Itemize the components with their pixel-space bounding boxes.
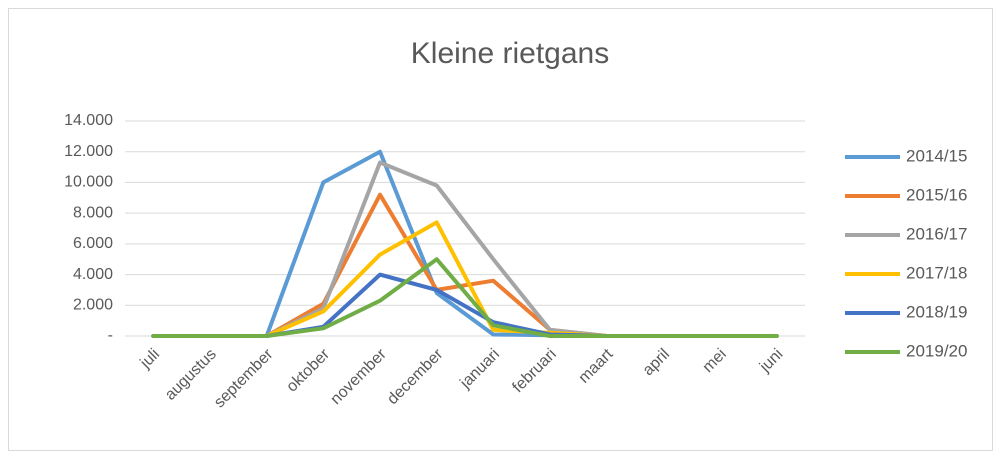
series-line xyxy=(151,257,779,338)
y-tick-label: 6.000 xyxy=(73,235,113,252)
legend-label: 2016/17 xyxy=(906,224,967,243)
y-tick-label: 4.000 xyxy=(73,266,113,283)
y-tick-label: 10.000 xyxy=(64,174,113,191)
legend-label: 2019/20 xyxy=(906,341,967,360)
legend-label: 2015/16 xyxy=(906,185,967,204)
legend-label: 2018/19 xyxy=(906,302,967,321)
chart-border xyxy=(8,8,993,451)
y-tick-label: 2.000 xyxy=(73,297,113,314)
y-tick-label: 12.000 xyxy=(64,143,113,160)
legend-label: 2014/15 xyxy=(906,146,967,165)
y-tick-label: 14.000 xyxy=(64,112,113,129)
y-tick-label: - xyxy=(108,327,113,344)
legend-label: 2017/18 xyxy=(906,263,967,282)
chart-title: Kleine rietgans xyxy=(411,37,609,70)
y-tick-label: 8.000 xyxy=(73,204,113,221)
